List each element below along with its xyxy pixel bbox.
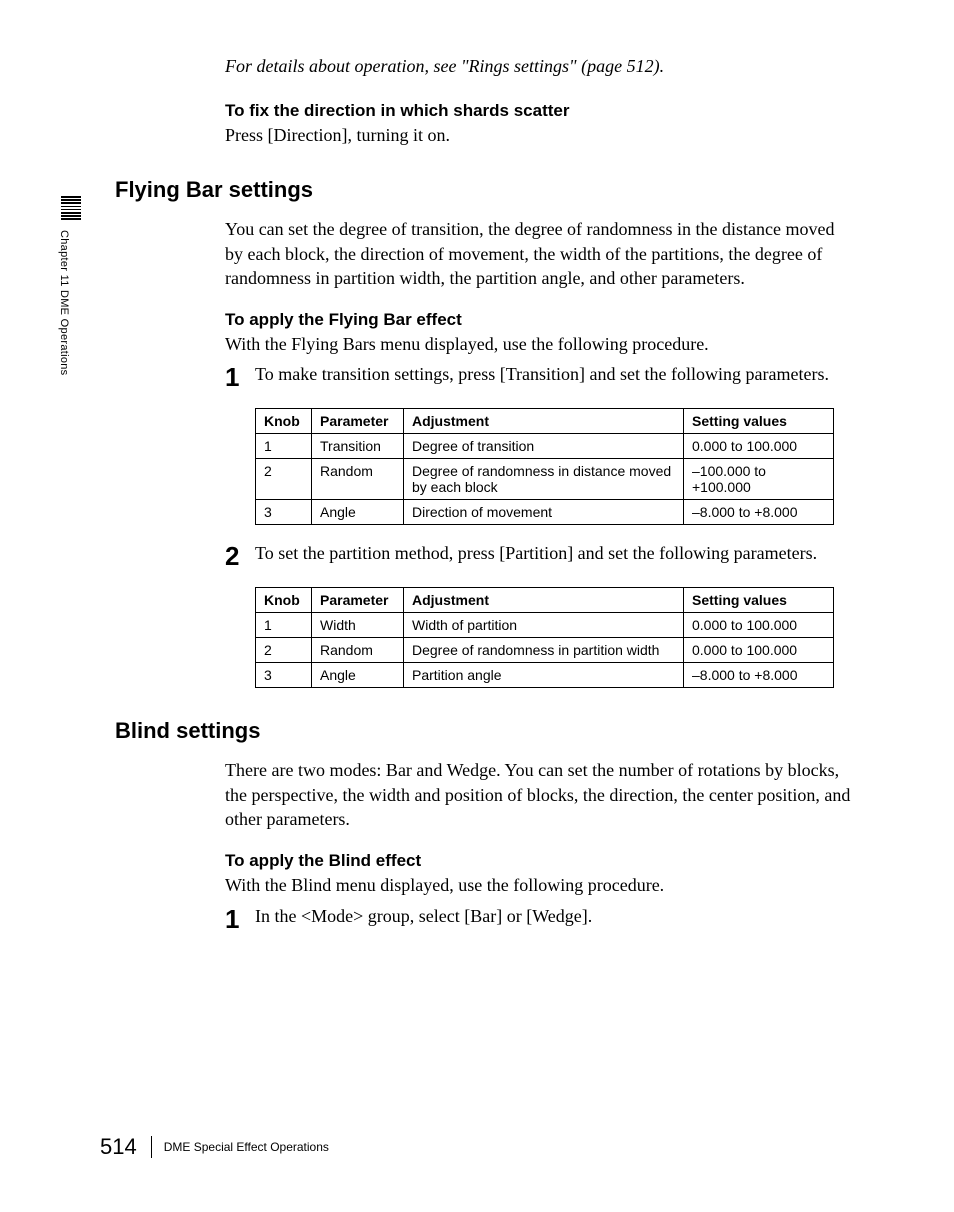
step-text: To make transition settings, press [Tran… xyxy=(255,362,829,390)
cell-knob: 2 xyxy=(256,459,312,500)
flying-bar-apply-heading: To apply the Flying Bar effect xyxy=(225,310,854,330)
cell-adj: Width of partition xyxy=(404,613,684,638)
footer-title: DME Special Effect Operations xyxy=(164,1140,329,1154)
table-header-row: Knob Parameter Adjustment Setting values xyxy=(256,588,834,613)
footer-divider xyxy=(151,1136,152,1158)
blind-intro: There are two modes: Bar and Wedge. You … xyxy=(225,758,854,831)
table-row: 2 Random Degree of randomness in distanc… xyxy=(256,459,834,500)
cell-param: Angle xyxy=(312,663,404,688)
page-number: 514 xyxy=(100,1134,137,1160)
page-footer: 514 DME Special Effect Operations xyxy=(100,1134,329,1160)
cell-adj: Degree of randomness in partition width xyxy=(404,638,684,663)
fix-shards-body: Press [Direction], turning it on. xyxy=(225,123,854,147)
blind-step-1: 1 In the <Mode> group, select [Bar] or [… xyxy=(225,904,854,932)
cell-set: 0.000 to 100.000 xyxy=(684,434,834,459)
cell-knob: 1 xyxy=(256,613,312,638)
cell-knob: 3 xyxy=(256,663,312,688)
step-number: 1 xyxy=(225,362,255,390)
table-row: 3 Angle Partition angle –8.000 to +8.000 xyxy=(256,663,834,688)
cell-knob: 2 xyxy=(256,638,312,663)
th-setting: Setting values xyxy=(684,409,834,434)
step-text: In the <Mode> group, select [Bar] or [We… xyxy=(255,904,592,932)
cell-param: Random xyxy=(312,459,404,500)
cell-knob: 3 xyxy=(256,500,312,525)
table-row: 1 Width Width of partition 0.000 to 100.… xyxy=(256,613,834,638)
cell-param: Width xyxy=(312,613,404,638)
intro-reference: For details about operation, see "Rings … xyxy=(225,56,854,77)
table-row: 3 Angle Direction of movement –8.000 to … xyxy=(256,500,834,525)
cell-set: –8.000 to +8.000 xyxy=(684,500,834,525)
page-content: For details about operation, see "Rings … xyxy=(0,0,954,932)
partition-table: Knob Parameter Adjustment Setting values… xyxy=(255,587,834,688)
cell-adj: Degree of randomness in distance moved b… xyxy=(404,459,684,500)
cell-adj: Direction of movement xyxy=(404,500,684,525)
cell-knob: 1 xyxy=(256,434,312,459)
th-adjustment: Adjustment xyxy=(404,409,684,434)
th-knob: Knob xyxy=(256,588,312,613)
th-parameter: Parameter xyxy=(312,588,404,613)
cell-set: –8.000 to +8.000 xyxy=(684,663,834,688)
transition-table: Knob Parameter Adjustment Setting values… xyxy=(255,408,834,525)
cell-set: 0.000 to 100.000 xyxy=(684,638,834,663)
cell-param: Transition xyxy=(312,434,404,459)
blind-apply-body: With the Blind menu displayed, use the f… xyxy=(225,873,854,897)
table-row: 1 Transition Degree of transition 0.000 … xyxy=(256,434,834,459)
chapter-sidetext: Chapter 11 DME Operations xyxy=(58,230,70,375)
table-row: 2 Random Degree of randomness in partiti… xyxy=(256,638,834,663)
th-parameter: Parameter xyxy=(312,409,404,434)
flying-bar-step-2: 2 To set the partition method, press [Pa… xyxy=(225,541,854,569)
flying-bar-heading: Flying Bar settings xyxy=(115,177,854,203)
blind-heading: Blind settings xyxy=(115,718,854,744)
th-setting: Setting values xyxy=(684,588,834,613)
th-knob: Knob xyxy=(256,409,312,434)
cell-set: 0.000 to 100.000 xyxy=(684,613,834,638)
cell-set: –100.000 to +100.000 xyxy=(684,459,834,500)
cell-param: Angle xyxy=(312,500,404,525)
step-text: To set the partition method, press [Part… xyxy=(255,541,817,569)
cell-adj: Degree of transition xyxy=(404,434,684,459)
flying-bar-step-1: 1 To make transition settings, press [Tr… xyxy=(225,362,854,390)
fix-shards-heading: To fix the direction in which shards sca… xyxy=(225,101,854,121)
flying-bar-intro: You can set the degree of transition, th… xyxy=(225,217,854,290)
step-number: 1 xyxy=(225,904,255,932)
step-number: 2 xyxy=(225,541,255,569)
cell-param: Random xyxy=(312,638,404,663)
th-adjustment: Adjustment xyxy=(404,588,684,613)
cell-adj: Partition angle xyxy=(404,663,684,688)
margin-decoration xyxy=(61,196,81,220)
table-header-row: Knob Parameter Adjustment Setting values xyxy=(256,409,834,434)
flying-bar-apply-body: With the Flying Bars menu displayed, use… xyxy=(225,332,854,356)
blind-apply-heading: To apply the Blind effect xyxy=(225,851,854,871)
